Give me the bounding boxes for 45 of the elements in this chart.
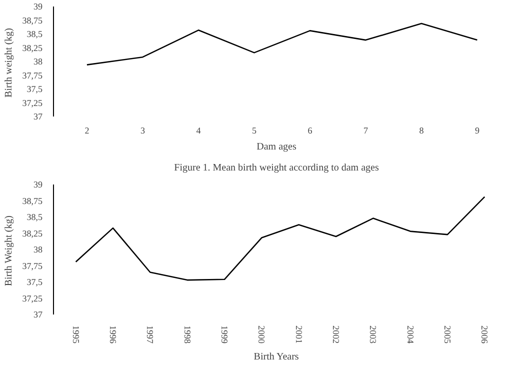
y-tick-label: 38,25 bbox=[22, 42, 43, 53]
y-tick-label: 38,5 bbox=[26, 29, 43, 39]
y-tick-label: 38,25 bbox=[22, 228, 43, 238]
x-tick-label: 2003 bbox=[368, 326, 378, 344]
x-tick-label: 2001 bbox=[294, 326, 304, 344]
x-tick-label: 2000 bbox=[256, 326, 267, 344]
y-tick-label: 37,5 bbox=[26, 84, 43, 94]
x-tick-label: 1998 bbox=[182, 326, 192, 344]
x-axis-title: Birth Years bbox=[254, 352, 299, 362]
y-tick-label: 37,25 bbox=[22, 293, 43, 304]
y-tick-label: 38,5 bbox=[26, 212, 43, 222]
x-tick-label: 8 bbox=[419, 126, 424, 136]
x-tick-label: 1995 bbox=[70, 326, 81, 344]
y-tick-label: 38 bbox=[34, 244, 43, 254]
y-tick-label: 38,75 bbox=[22, 196, 43, 206]
x-tick-label: 9 bbox=[474, 126, 480, 136]
x-tick-label: 2 bbox=[84, 126, 90, 136]
x-tick-label: 2002 bbox=[330, 326, 341, 344]
x-tick-label: 5 bbox=[252, 126, 257, 136]
x-tick-label: 1996 bbox=[108, 326, 118, 344]
y-tick-label: 37,5 bbox=[26, 277, 43, 287]
caption: Figure 1. Mean birth weight according to dam ages bbox=[174, 162, 379, 174]
x-tick-label: 3 bbox=[140, 126, 146, 136]
x-tick-label: 7 bbox=[363, 126, 368, 136]
x-tick-label: 6 bbox=[308, 126, 313, 136]
y-axis-title: Birth Weight (kg) bbox=[3, 216, 14, 286]
y-tick-label: 37,75 bbox=[22, 70, 43, 80]
line-series bbox=[86, 22, 478, 66]
x-axis-title: Dam ages bbox=[256, 142, 296, 152]
y-tick-label: 38 bbox=[34, 56, 43, 66]
x-tick-label: 1999 bbox=[219, 326, 230, 344]
y-tick-label: 39 bbox=[34, 180, 43, 190]
y-axis-title: Birth weight (kg) bbox=[3, 28, 14, 98]
y-tick-label: 37,75 bbox=[22, 260, 43, 271]
y-tick-label: 37,25 bbox=[22, 98, 43, 108]
x-tick-label: 2004 bbox=[405, 326, 416, 344]
y-tick-label: 37 bbox=[34, 112, 43, 122]
y-tick-label: 37 bbox=[34, 310, 43, 320]
y-tick-label: 38,75 bbox=[22, 15, 43, 26]
line-series bbox=[75, 196, 486, 281]
x-tick-label: 1997 bbox=[145, 326, 156, 344]
x-tick-label: 2005 bbox=[442, 326, 452, 344]
x-tick-label: 2006 bbox=[480, 326, 490, 344]
y-tick-label: 39 bbox=[34, 2, 43, 12]
x-tick-label: 4 bbox=[196, 126, 202, 136]
